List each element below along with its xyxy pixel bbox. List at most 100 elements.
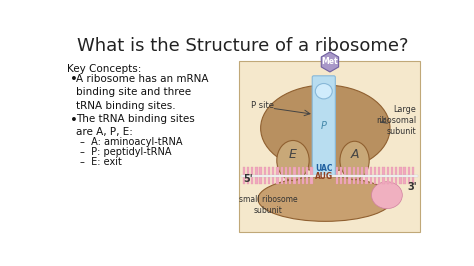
Bar <box>383 177 384 184</box>
Text: –  P: peptidyl-tRNA: – P: peptidyl-tRNA <box>81 147 172 157</box>
Bar <box>289 167 292 175</box>
Bar <box>353 167 355 175</box>
Bar <box>251 167 253 175</box>
Bar <box>395 167 397 175</box>
Bar <box>408 177 410 184</box>
Bar <box>259 177 262 184</box>
Text: •: • <box>70 73 78 86</box>
Bar <box>264 167 266 175</box>
Ellipse shape <box>261 85 390 171</box>
Bar <box>281 177 283 184</box>
Bar <box>348 167 351 175</box>
Bar <box>241 175 419 177</box>
Text: 3': 3' <box>407 182 417 192</box>
Bar <box>336 167 338 175</box>
Ellipse shape <box>340 141 369 180</box>
Text: UAC: UAC <box>315 164 333 173</box>
Text: E: E <box>289 148 297 161</box>
Bar <box>378 177 380 184</box>
Bar <box>259 167 262 175</box>
Text: A ribosome has an mRNA
binding site and three
tRNA binding sites.: A ribosome has an mRNA binding site and … <box>76 73 209 111</box>
Bar <box>298 167 300 175</box>
Text: –  A: aminoacyl-tRNA: – A: aminoacyl-tRNA <box>81 137 183 147</box>
Bar <box>289 177 292 184</box>
Bar <box>365 177 368 184</box>
Bar <box>247 167 249 175</box>
Bar <box>340 177 342 184</box>
Bar <box>344 167 346 175</box>
Bar <box>395 177 397 184</box>
Text: P site: P site <box>251 101 273 110</box>
Text: small ribosome
subunit: small ribosome subunit <box>239 195 298 215</box>
Bar <box>399 177 401 184</box>
Bar <box>310 167 313 175</box>
Bar <box>255 177 257 184</box>
Bar <box>293 167 296 175</box>
Text: –  E: exit: – E: exit <box>81 157 122 167</box>
Bar <box>374 167 376 175</box>
Bar <box>340 167 342 175</box>
Bar <box>298 177 300 184</box>
Text: What is the Structure of a ribosome?: What is the Structure of a ribosome? <box>77 37 409 55</box>
Text: •: • <box>70 114 78 127</box>
Bar <box>378 167 380 175</box>
Bar <box>391 177 393 184</box>
Text: The tRNA binding sites
are A, P, E:: The tRNA binding sites are A, P, E: <box>76 114 195 137</box>
Bar <box>412 177 414 184</box>
Bar <box>357 177 359 184</box>
Bar <box>361 167 364 175</box>
Bar <box>264 177 266 184</box>
Bar <box>251 177 253 184</box>
Bar <box>403 177 406 184</box>
Text: AUG: AUG <box>315 172 333 181</box>
Bar <box>306 167 309 175</box>
Text: A: A <box>350 148 359 161</box>
Bar <box>255 167 257 175</box>
Bar <box>272 167 274 175</box>
Bar <box>348 177 351 184</box>
Ellipse shape <box>258 177 392 221</box>
Bar <box>374 177 376 184</box>
Bar <box>243 177 245 184</box>
Text: 5': 5' <box>244 174 253 184</box>
Bar <box>239 61 420 232</box>
Bar <box>357 167 359 175</box>
Bar <box>268 177 270 184</box>
Bar <box>386 177 389 184</box>
Bar <box>403 167 406 175</box>
Bar <box>353 177 355 184</box>
Bar <box>276 167 279 175</box>
Bar <box>276 177 279 184</box>
Text: Key Concepts:: Key Concepts: <box>66 64 141 74</box>
Bar <box>386 167 389 175</box>
FancyBboxPatch shape <box>312 76 335 176</box>
Bar <box>370 177 372 184</box>
Bar <box>285 167 287 175</box>
Text: Large
ribosomal
subunit: Large ribosomal subunit <box>376 105 416 136</box>
Bar <box>243 167 245 175</box>
Ellipse shape <box>277 140 309 181</box>
Bar <box>306 177 309 184</box>
Bar <box>268 167 270 175</box>
Bar <box>408 167 410 175</box>
Bar <box>361 177 364 184</box>
Bar <box>281 167 283 175</box>
Bar <box>344 177 346 184</box>
Ellipse shape <box>315 84 332 99</box>
Text: P: P <box>321 121 327 131</box>
Ellipse shape <box>372 182 402 209</box>
Bar <box>285 177 287 184</box>
Bar <box>370 167 372 175</box>
Bar <box>247 177 249 184</box>
Bar <box>365 167 368 175</box>
Bar <box>302 167 304 175</box>
Bar <box>310 177 313 184</box>
Bar <box>336 177 338 184</box>
Bar <box>383 167 384 175</box>
Bar <box>391 167 393 175</box>
Bar <box>399 167 401 175</box>
Bar <box>293 177 296 184</box>
Bar <box>302 177 304 184</box>
Bar <box>272 177 274 184</box>
Text: Met: Met <box>322 57 338 66</box>
